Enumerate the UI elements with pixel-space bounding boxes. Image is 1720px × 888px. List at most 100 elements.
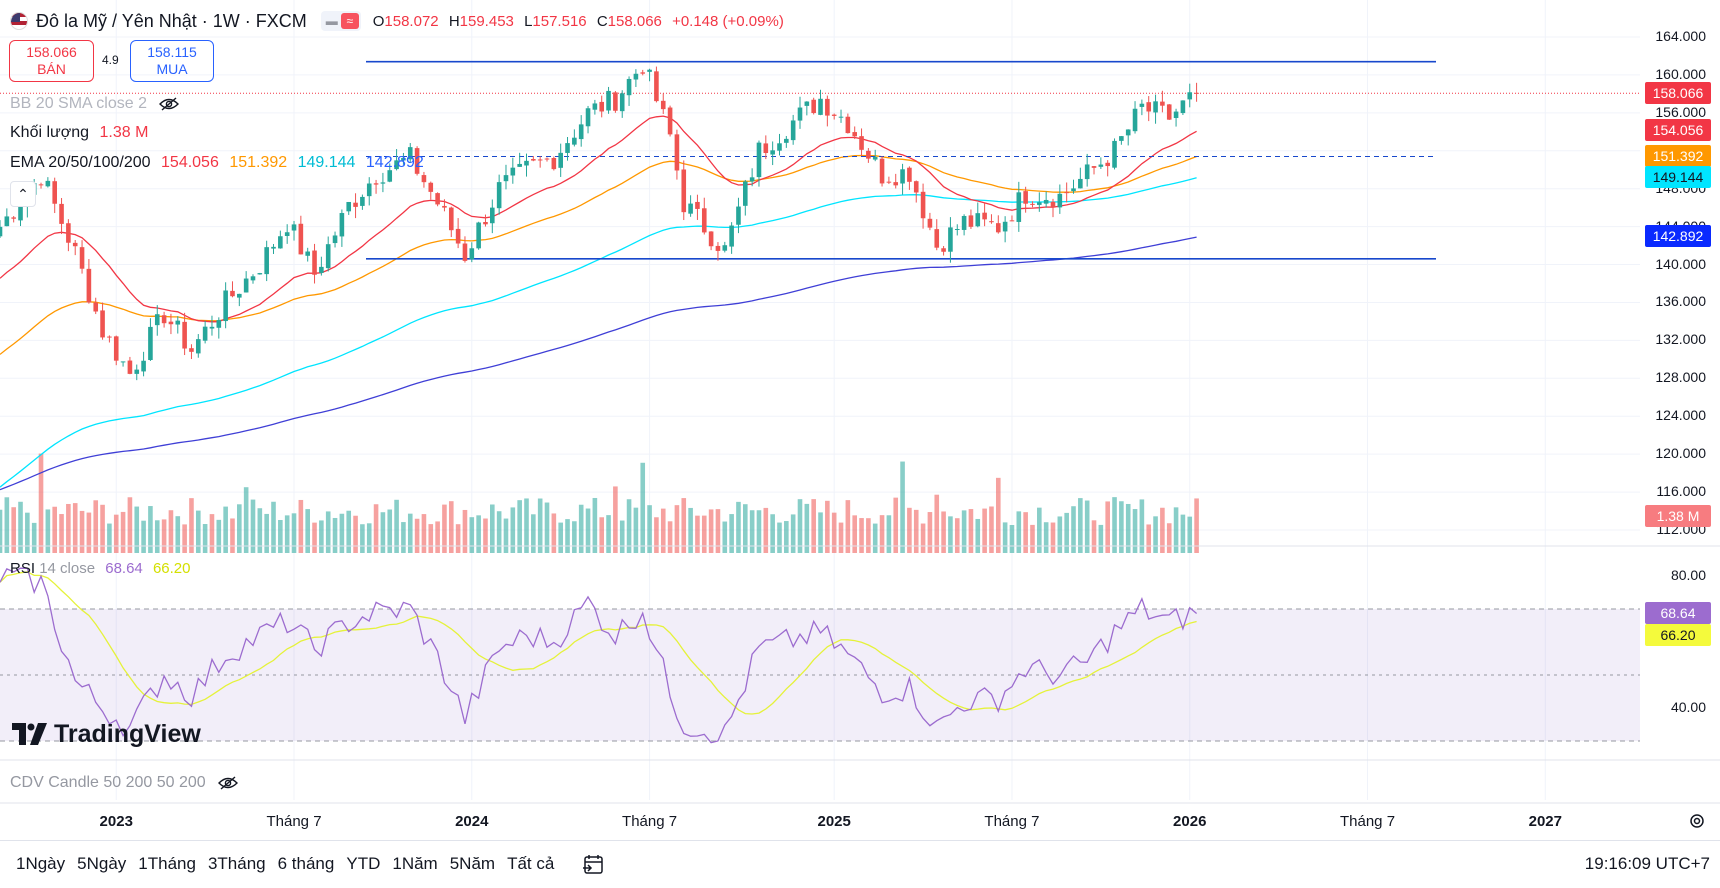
candle-body (989, 221, 994, 223)
eye-hidden-icon[interactable] (159, 97, 180, 111)
candle-body (524, 160, 529, 166)
range-button[interactable]: 1Năm (392, 854, 438, 873)
candle-body (469, 248, 475, 260)
settings-gear-icon[interactable] (1688, 812, 1706, 830)
candle-body (455, 228, 461, 244)
buy-button[interactable]: 158.115 MUA (130, 40, 214, 82)
volume-bar (797, 499, 803, 553)
time-axis-label: 2025 (817, 813, 851, 830)
candle-body (1166, 104, 1172, 120)
candle-body (660, 100, 666, 110)
volume-bar (572, 521, 577, 553)
volume-bar (387, 509, 393, 553)
volume-bar (154, 520, 160, 553)
symbol-title[interactable]: Đô la Mỹ / Yên Nhật · 1W · FXCM (36, 10, 307, 31)
candle-body (599, 101, 605, 112)
candle-body (626, 78, 632, 96)
candle-body (86, 268, 92, 303)
candle-body (1030, 203, 1035, 205)
candle-body (216, 320, 222, 328)
volume-bar (189, 498, 194, 553)
candle-body (578, 124, 584, 140)
candle-body (797, 107, 803, 121)
candle-body (428, 182, 434, 192)
volume-bar (606, 515, 611, 553)
candle-body (1153, 101, 1158, 113)
volume-bar (1037, 507, 1042, 553)
range-button[interactable]: 3Tháng (207, 854, 266, 873)
candle-body (182, 321, 187, 349)
compare-toggle[interactable]: ▬ ≈ (320, 11, 361, 31)
candle-body (852, 132, 858, 137)
volume-bar (1098, 524, 1104, 553)
range-button[interactable]: 1Ngày (16, 854, 66, 873)
candle-body (113, 336, 119, 361)
volume-bar (195, 510, 201, 553)
candle-body (920, 191, 926, 219)
volume-bar (141, 520, 146, 553)
volume-bar (640, 462, 646, 553)
volume-bar (859, 518, 864, 553)
candle-body (961, 215, 967, 230)
collapse-legend-button[interactable]: ⌃ (10, 181, 36, 207)
cdv-indicator-legend[interactable]: CDV Candle 50 200 50 200 (10, 774, 239, 792)
volume-bar (886, 515, 892, 553)
candle-body (804, 101, 810, 106)
candle-body (1023, 191, 1028, 204)
volume-bar (496, 511, 502, 553)
volume-bar (4, 497, 10, 553)
clock-timezone[interactable]: 19:16:09 UTC+7 (1584, 854, 1710, 873)
volume-bar (168, 510, 174, 553)
symbol-header[interactable]: Đô la Mỹ / Yên Nhật · 1W · FXCM ▬ ≈ O158… (10, 8, 784, 34)
volume-bar (93, 500, 99, 553)
calendar-goto-icon[interactable] (582, 853, 604, 875)
volume-bar (954, 518, 960, 553)
volume-bar (237, 504, 242, 553)
minus-icon[interactable]: ▬ (325, 14, 338, 28)
volume-bar (852, 515, 858, 553)
range-button[interactable]: Tất cả (507, 854, 555, 873)
candle-body (784, 138, 789, 143)
approx-icon[interactable]: ≈ (340, 13, 359, 29)
candle-body (551, 158, 557, 170)
volume-bar (209, 514, 215, 553)
volume-bar (825, 500, 830, 553)
spread-value: 4.9 (102, 53, 119, 67)
buy-label: MUA (156, 61, 188, 77)
volume-bar (66, 503, 71, 553)
candle-body (175, 320, 181, 325)
candle-body (606, 90, 611, 111)
cdv-label: CDV Candle 50 200 50 200 (10, 774, 206, 791)
candle-body (1160, 101, 1165, 106)
candle-body (640, 72, 646, 74)
volume-legend[interactable]: Khối lượng 1.38 M (10, 124, 148, 142)
rsi-legend[interactable]: RSI 14 close 68.64 66.20 (10, 560, 191, 577)
time-axis-label: 2026 (1173, 813, 1207, 830)
volume-bar (749, 510, 755, 553)
eye-hidden-icon[interactable] (218, 776, 239, 790)
candle-body (72, 242, 78, 247)
ema20-tag: 154.056 (1645, 119, 1711, 141)
volume-bar (913, 509, 919, 553)
bb-indicator-legend[interactable]: BB 20 SMA close 2 (10, 95, 180, 113)
tradingview-logo[interactable]: TradingView (12, 720, 201, 748)
candle-body (872, 156, 878, 160)
volume-bar (407, 513, 413, 553)
candle-body (435, 193, 440, 205)
sell-button[interactable]: 158.066 BÁN (9, 40, 94, 82)
chevron-up-icon: ⌃ (17, 186, 29, 202)
volume-bar (1187, 516, 1193, 553)
candle-body (886, 181, 892, 183)
candle-body (353, 202, 358, 207)
range-button[interactable]: 5Năm (449, 854, 496, 873)
range-button[interactable]: 1Tháng (138, 854, 196, 873)
range-button[interactable]: 6 tháng (277, 854, 335, 873)
ema-legend[interactable]: EMA 20/50/100/200 154.056 151.392 149.14… (10, 154, 424, 172)
volume-bar (223, 506, 228, 553)
volume-bar (202, 524, 208, 553)
volume-bar (401, 522, 406, 553)
candle-body (968, 215, 974, 227)
range-button[interactable]: YTD (346, 854, 381, 873)
range-button[interactable]: 5Ngày (77, 854, 127, 873)
